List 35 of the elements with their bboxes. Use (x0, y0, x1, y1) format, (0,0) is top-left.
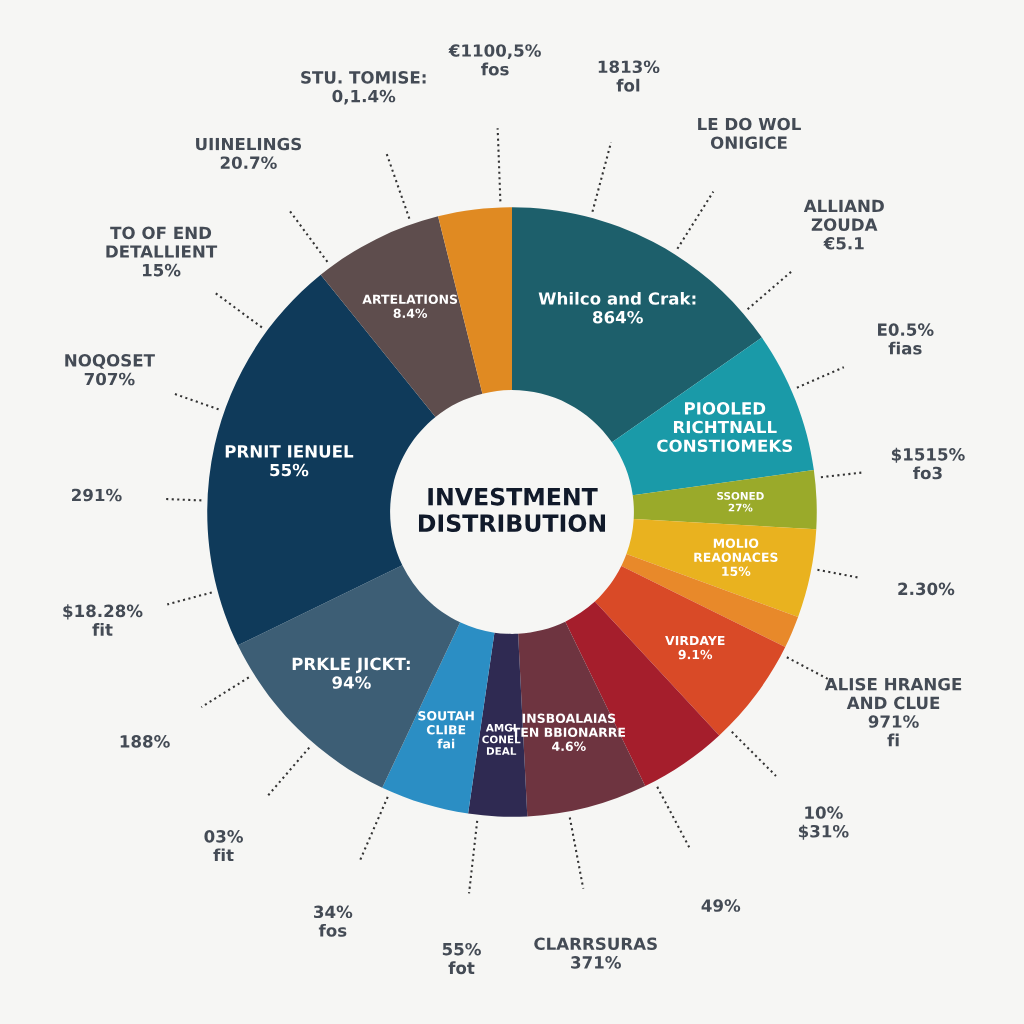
slice-label: Whilco and Crak: 864% (538, 291, 696, 324)
text: $1515% fo3 (891, 447, 965, 480)
text: INVESTMENT DISTRIBUTION (418, 487, 606, 533)
text: NOQOSET 707% (65, 354, 155, 386)
text: E0.5% fias (878, 323, 934, 355)
donut-slice (320, 216, 483, 418)
text: ALLIAND ZOUDA €5.1 (803, 199, 884, 250)
text: 1813% fol (598, 60, 660, 92)
slice-label: ARTELATIONS 8.4% (362, 294, 458, 318)
text: STU. TOMISE: 0,1.4% (301, 71, 426, 105)
text: 55% fot (442, 942, 481, 975)
text: 188% (120, 735, 170, 748)
slice-label: SOUTAH CLIBE fai (418, 711, 474, 749)
text: 2.30% (898, 582, 955, 596)
text: CLARRSURAS 371% (534, 937, 657, 969)
slice-label: PIOOLED RICHTNALL CONSTIOMEKS (657, 402, 793, 453)
text: €1100,5% fos (448, 44, 541, 76)
text: ALISE HRANGE AND CLUE 971% fi (824, 677, 962, 747)
text: 49% (701, 899, 741, 912)
slice-label: SSONED 27% (717, 491, 764, 512)
text: 34% fos (314, 905, 353, 937)
text: LE DO WOL ONIGICE (698, 117, 801, 149)
text: $18.28% fit (63, 604, 143, 636)
slice-label: PRNIT IENUEL 55% (225, 445, 354, 477)
slice-label: VIRDAYE 9.1% (665, 636, 725, 660)
donut-slice (632, 470, 817, 530)
text: 291% (72, 488, 122, 502)
donut-slice (621, 554, 799, 647)
text: TO OF END DETALLIENT 15% (106, 226, 218, 277)
text: 03% fit (204, 830, 243, 862)
donut-slice (626, 518, 817, 618)
text: 10% $31% (798, 806, 849, 840)
text: UIINELINGS 20.7% (196, 137, 302, 170)
slice-label: PRKLE JICKT: 94% (292, 657, 410, 689)
slice-label: MOLIO REAONACES 15% (694, 538, 778, 576)
